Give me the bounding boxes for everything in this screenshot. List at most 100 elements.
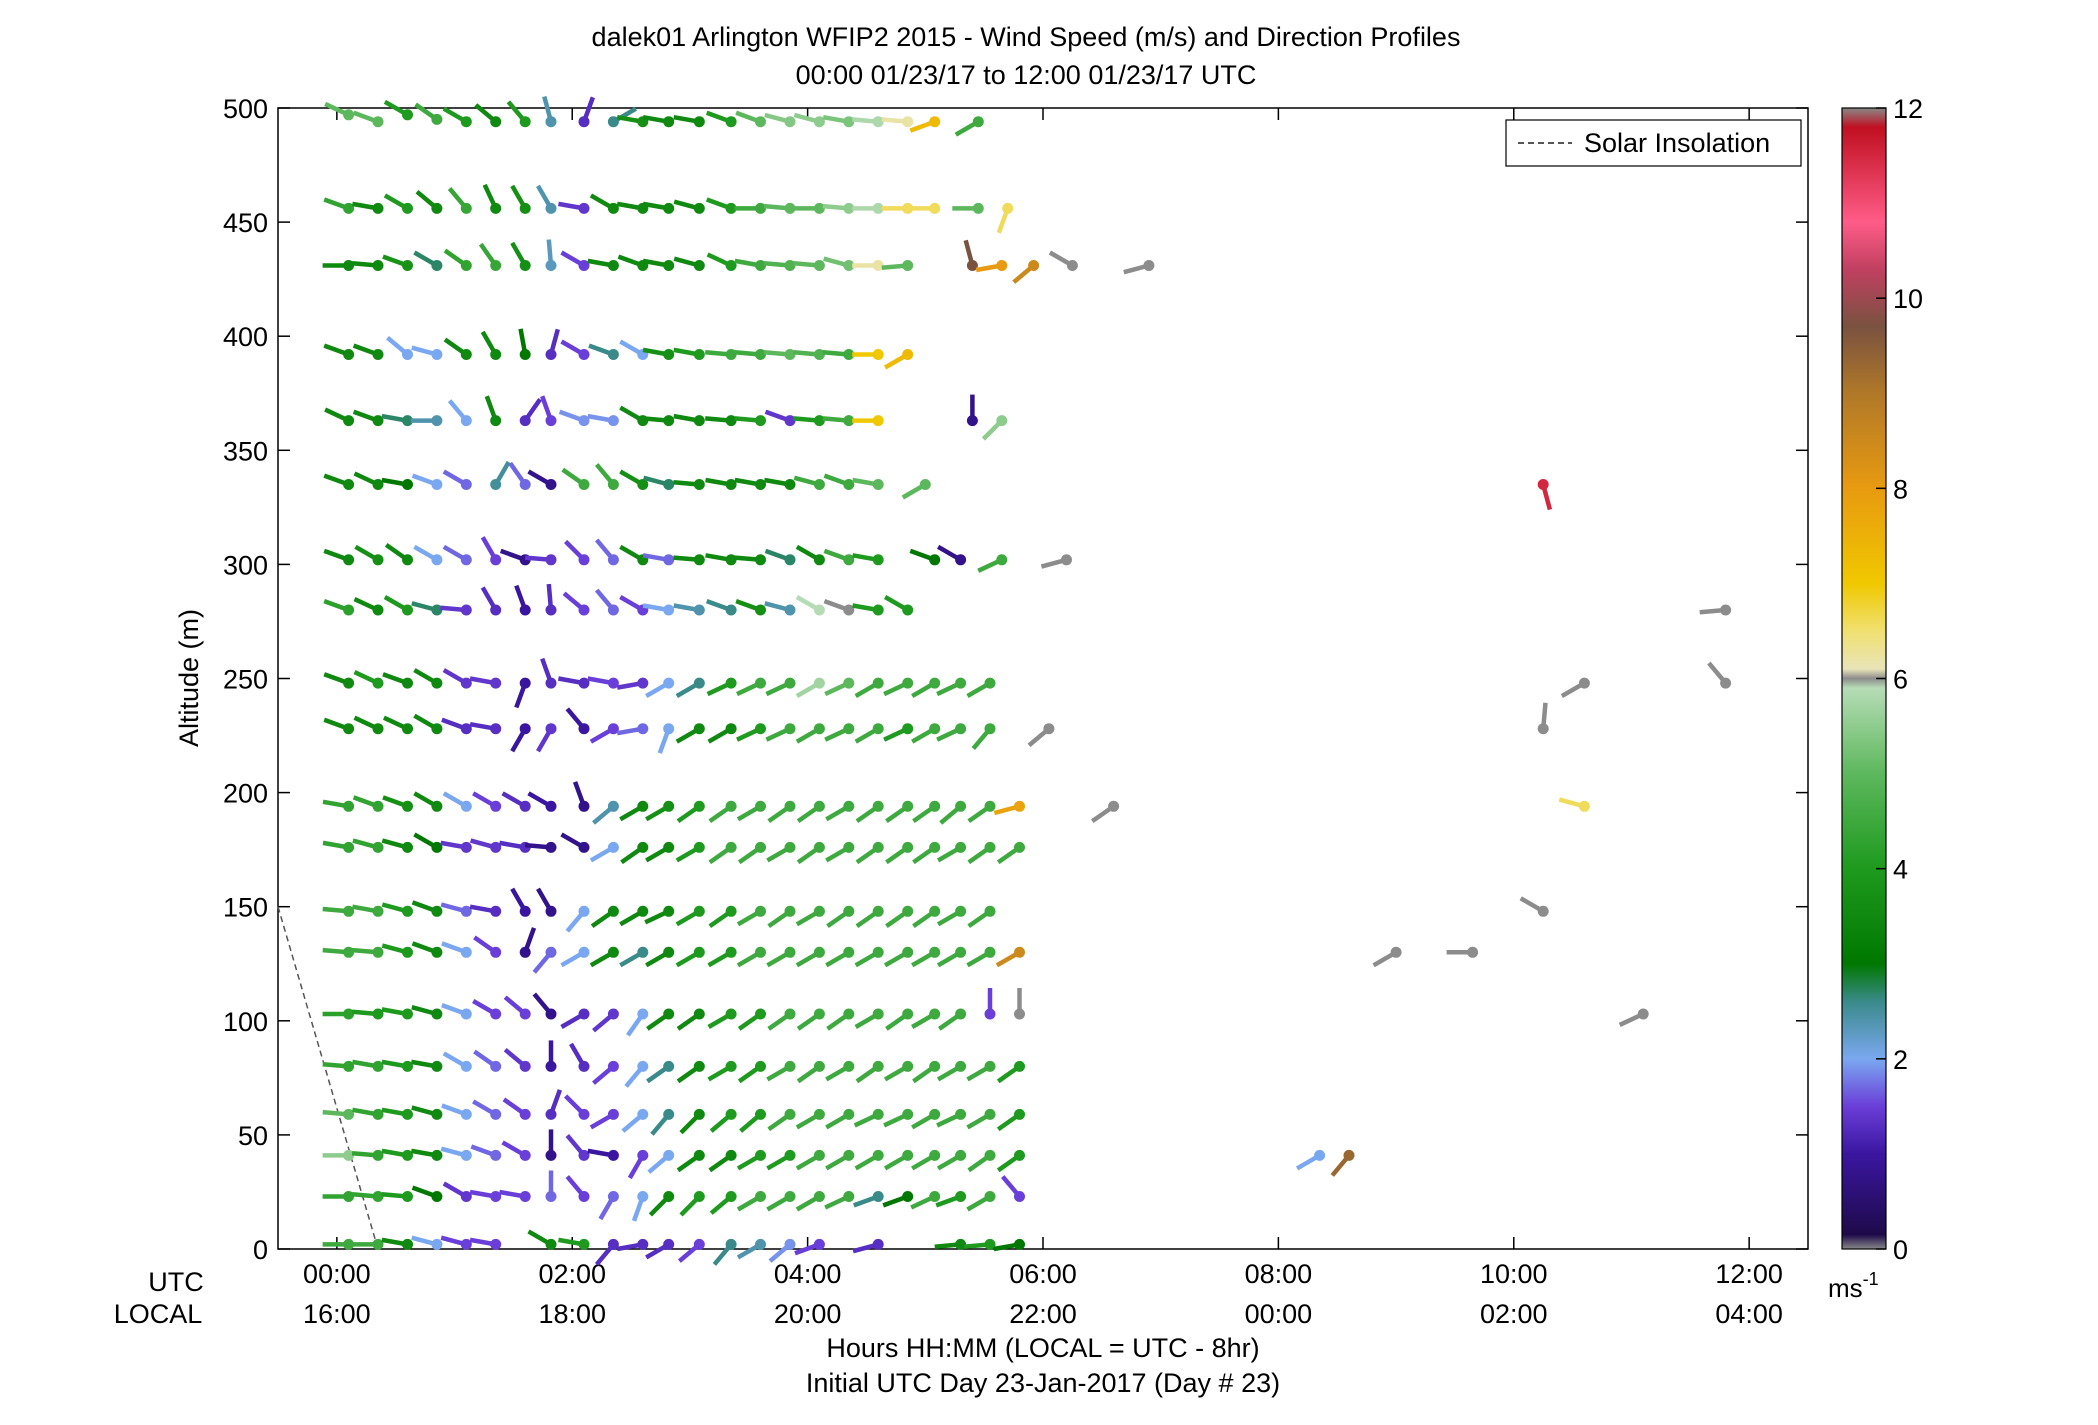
barb-dot [813, 905, 825, 917]
barb-dot [460, 1149, 472, 1161]
wind-barb [764, 601, 796, 616]
barb-dot [984, 1191, 996, 1202]
wind-barb [825, 1149, 855, 1171]
barb-dot [663, 604, 675, 616]
barb-dot [607, 905, 619, 917]
barb-dot [725, 116, 737, 128]
wind-barb [619, 946, 649, 968]
barb-dot [431, 260, 443, 271]
barb-dot [402, 841, 413, 853]
x-axis-label: Hours HH:MM (LOCAL = UTC - 8hr) [826, 1333, 1259, 1363]
barb-dot [693, 1191, 705, 1202]
y-tick-label: 500 [223, 94, 268, 124]
wind-barb [737, 1008, 766, 1031]
barb-dot [872, 554, 884, 566]
barb-dot [1720, 677, 1732, 689]
barb-dot [519, 1108, 531, 1120]
wind-barb [673, 199, 705, 214]
barb-dot [872, 202, 884, 214]
barb-dot [519, 677, 531, 689]
wind-barb [996, 1149, 1025, 1173]
wind-barb [676, 1060, 705, 1084]
wind-barb [708, 841, 737, 865]
barb-dot [490, 1060, 502, 1072]
wind-barb [589, 1108, 619, 1130]
barb-dot [1343, 1149, 1355, 1161]
wind-barb [411, 900, 443, 917]
y-tick-label: 50 [238, 1121, 268, 1151]
wind-barb [1537, 702, 1549, 735]
wind-barb [565, 1134, 590, 1161]
barb-dot [343, 202, 355, 214]
wind-barb [642, 201, 675, 214]
colorbar-ticks: 0 2 4 6 8 10 12 [1876, 94, 1923, 1265]
barb-dot [372, 1008, 384, 1020]
wind-barb [322, 840, 355, 853]
barb-dot [813, 1149, 825, 1161]
wind-barb [473, 935, 502, 958]
barb-dot [755, 841, 766, 853]
wind-barb [705, 415, 737, 427]
wind-barb [381, 1191, 413, 1202]
barb-dot [431, 1149, 443, 1161]
wind-barb [443, 248, 472, 271]
wind-barb [912, 841, 941, 865]
barb-dot [1467, 946, 1479, 958]
wind-barb [883, 595, 914, 616]
barb-dot [460, 800, 472, 812]
colorbar-tick-label: 4 [1893, 855, 1908, 885]
wind-barb [527, 1229, 557, 1250]
barb-dot [663, 116, 675, 128]
barb-dot [519, 723, 531, 735]
barb-dot [607, 723, 619, 735]
wind-barb [796, 841, 825, 865]
wind-barb [1446, 946, 1479, 958]
wind-barb [501, 1140, 531, 1161]
wind-barb [966, 1191, 996, 1212]
wind-barb [934, 1238, 967, 1250]
wind-barb [565, 905, 590, 933]
wind-barb [578, 96, 596, 128]
barb-dot [1028, 260, 1040, 271]
wind-barb [411, 473, 443, 490]
wind-barb [560, 832, 590, 853]
barb-dot [972, 202, 984, 214]
wind-barb [734, 415, 766, 427]
barb-dot [693, 946, 705, 958]
barb-dot [402, 1238, 413, 1250]
wind-barb [510, 723, 531, 753]
wind-barb [619, 905, 649, 927]
wind-barb [822, 415, 855, 427]
wind-barb [825, 841, 855, 863]
barb-dot [813, 1238, 825, 1250]
wind-barb [881, 202, 914, 214]
barb-dot [578, 1008, 590, 1020]
wind-barb [322, 799, 355, 812]
barb-dot [402, 1191, 413, 1202]
wind-barb [795, 1149, 825, 1171]
barb-dot [431, 946, 443, 958]
barb-dot [490, 723, 502, 735]
barb-dot [1720, 604, 1732, 616]
wind-barb [883, 1149, 914, 1171]
y-tick-label: 200 [223, 779, 268, 809]
wind-barb [441, 941, 472, 958]
barb-dot [490, 1149, 502, 1161]
barb-dot [843, 905, 855, 917]
barb-dot [996, 554, 1008, 566]
wind-barb [508, 461, 531, 490]
wind-barb [734, 554, 766, 566]
wind-barb [472, 1099, 502, 1120]
wind-barb [737, 1060, 766, 1084]
barb-dot [955, 1149, 967, 1161]
barb-dot [607, 677, 619, 689]
barb-dot [637, 1191, 649, 1202]
wind-barb [708, 1149, 737, 1173]
wind-barb [382, 715, 413, 735]
barb-dot [725, 841, 737, 853]
barb-dot [1637, 1008, 1649, 1020]
barb-dot [431, 723, 443, 735]
wind-barb [1699, 604, 1732, 616]
wind-barb [410, 1148, 443, 1161]
wind-barb [442, 544, 472, 566]
